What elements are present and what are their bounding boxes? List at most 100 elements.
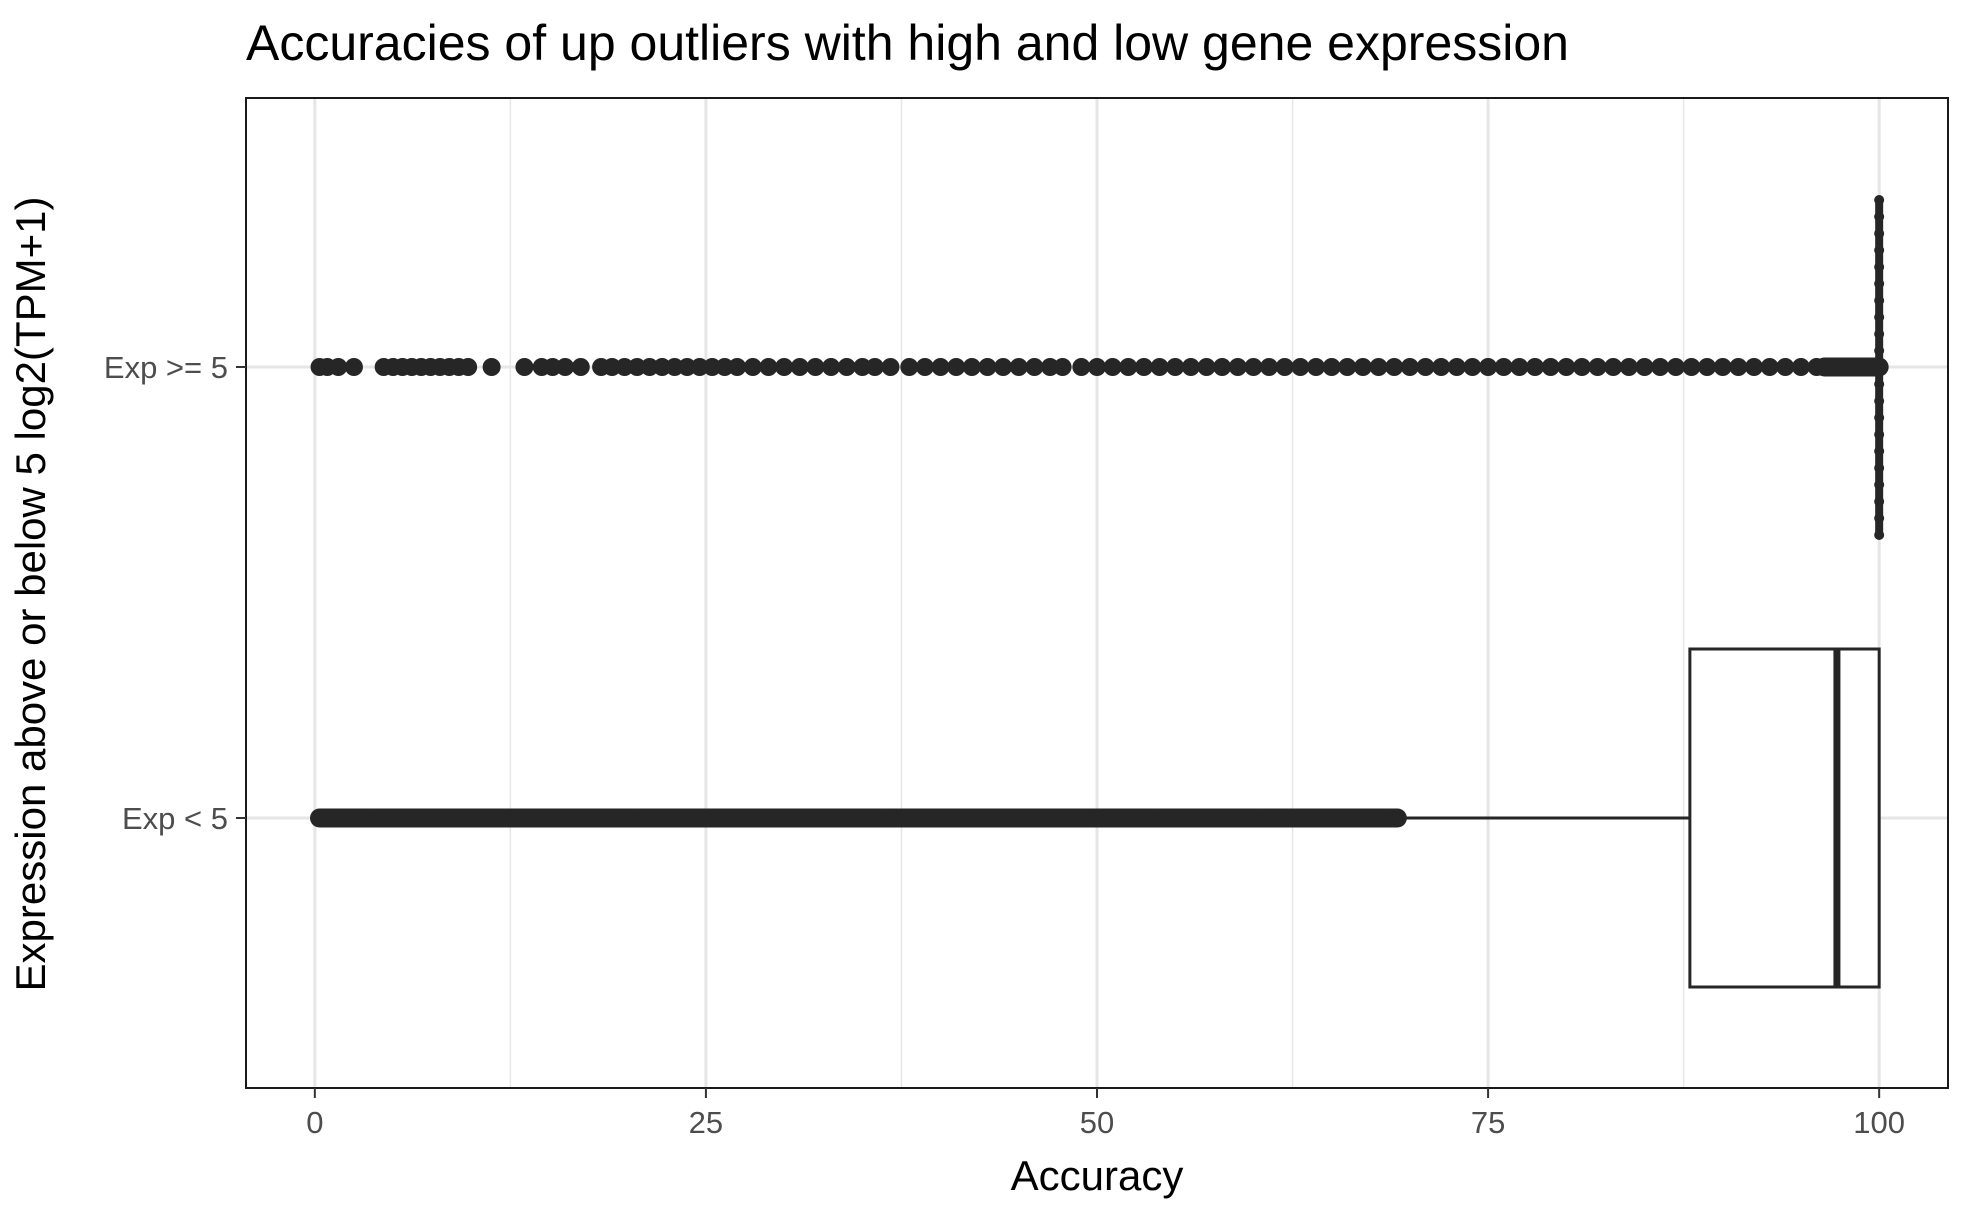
- exp-ge-5-outlier-point: [1874, 345, 1885, 356]
- exp-ge-5-outlier-point: [665, 358, 684, 376]
- exp-ge-5-outlier-point: [1322, 358, 1341, 376]
- exp-ge-5-outlier-point: [690, 358, 709, 376]
- exp-lt-5-outlier-point: [1322, 809, 1341, 827]
- exp-ge-5-outlier-point: [1088, 358, 1106, 376]
- exp-lt-5-outlier-point: [1353, 809, 1372, 827]
- exp-ge-5-outlier-point: [1874, 329, 1885, 339]
- exp-ge-5-outlier-point: [743, 358, 762, 376]
- exp-lt-5-outlier-point: [1072, 809, 1091, 827]
- exp-ge-5-outlier-point: [728, 358, 747, 376]
- exp-ge-5-outlier-point: [1698, 358, 1717, 376]
- exp-ge-5-outlier-point: [1874, 228, 1885, 239]
- exp-ge-5-outlier-point: [1479, 358, 1498, 376]
- exp-lt-5-outlier-point: [1388, 809, 1407, 827]
- exp-ge-5-outlier-point: [1651, 358, 1670, 376]
- exp-ge-5-outlier-point: [653, 358, 672, 376]
- exp-ge-5-outlier-point: [1494, 358, 1513, 376]
- exp-ge-5-outlier-point: [1353, 358, 1372, 376]
- boxplot-marks: [310, 195, 1889, 989]
- exp-ge-5-outlier-point: [1275, 358, 1294, 376]
- exp-ge-5-outlier-point: [1874, 211, 1885, 222]
- exp-ge-5-outlier-point: [1874, 295, 1885, 306]
- exp-ge-5-outlier-point: [603, 358, 622, 376]
- exp-ge-5-outlier-point: [1713, 358, 1732, 376]
- exp-ge-5-outlier-point: [806, 358, 825, 376]
- y-axis: Exp < 5 Exp >= 5: [104, 350, 246, 836]
- exp-ge-5-outlier-point: [1072, 358, 1091, 376]
- exp-ge-5-outlier-point: [1526, 358, 1545, 376]
- exp-lt-5-outlier-point: [571, 809, 590, 827]
- exp-ge-5-outlier-point: [1260, 358, 1279, 376]
- exp-ge-5-outlier-point: [1874, 312, 1885, 323]
- exp-lt-5-outlier-point: [665, 809, 684, 827]
- exp-lt-5-outlier-point: [915, 809, 934, 827]
- exp-ge-5-outlier-point: [1447, 358, 1466, 376]
- exp-ge-5-outlier-point: [1874, 195, 1885, 205]
- exp-lt-5-outlier-point: [759, 809, 778, 827]
- exp-ge-5-outlier-point: [759, 358, 778, 376]
- exp-ge-5-outlier-point: [1103, 358, 1122, 376]
- exp-ge-5-outlier-point: [1134, 358, 1153, 376]
- exp-ge-5-outlier-point: [1874, 429, 1885, 440]
- exp-ge-5-outlier-point: [1463, 358, 1482, 376]
- x-axis-title: Accuracy: [1011, 1152, 1184, 1199]
- exp-ge-5-outlier-point: [1760, 358, 1779, 376]
- exp-ge-5-outlier-point: [1197, 358, 1216, 376]
- exp-lt-5-outlier-point: [493, 809, 512, 827]
- exp-ge-5-outlier-point: [853, 358, 872, 376]
- x-axis: 0 25 50 75 100: [306, 1088, 1905, 1140]
- exp-ge-5-outlier-point: [1874, 362, 1885, 373]
- exp-lt-5-outlier-point: [947, 809, 966, 827]
- exp-ge-5-outlier-point: [1874, 446, 1885, 457]
- exp-lt-5-outlier-point: [474, 809, 493, 827]
- exp-lt-5-outlier-point: [978, 809, 997, 827]
- exp-ge-5-outlier-point: [962, 358, 981, 376]
- exp-ge-5-outlier-point: [1416, 358, 1435, 376]
- exp-ge-5-outlier-point: [482, 358, 501, 376]
- exp-lt-5-outlier-point: [415, 809, 434, 827]
- exp-ge-5-outlier-point: [1541, 358, 1560, 376]
- exp-ge-5-outlier-point: [344, 358, 363, 376]
- exp-ge-5-outlier-point: [1025, 358, 1044, 376]
- exp-ge-5-outlier-point: [1776, 358, 1795, 376]
- exp-ge-5-outlier-point: [1053, 358, 1072, 376]
- exp-lt-5-outlier-point: [1166, 809, 1185, 827]
- exp-ge-5-outlier-point: [865, 358, 884, 376]
- exp-ge-5-outlier-point: [1572, 358, 1591, 376]
- exp-ge-5-outlier-point: [1604, 358, 1623, 376]
- exp-lt-5-box: [1688, 647, 1881, 989]
- exp-ge-5-outlier-point: [1729, 358, 1748, 376]
- exp-ge-5-outlier-point: [1874, 479, 1885, 490]
- x-tick-label: 75: [1471, 1105, 1505, 1140]
- exp-ge-5-outlier-point: [775, 358, 794, 376]
- exp-ge-5-outlier-point: [1874, 396, 1885, 406]
- exp-ge-5-outlier-point: [1150, 358, 1169, 376]
- exp-lt-5-outlier-point: [340, 809, 359, 827]
- exp-lt-5-outlier-point: [728, 809, 747, 827]
- exp-ge-5-outlier-point: [640, 358, 659, 376]
- exp-lt-5-outlier-point: [517, 809, 536, 827]
- exp-ge-5-outlier-point: [1307, 358, 1326, 376]
- exp-ge-5-outlier-point: [1874, 412, 1885, 423]
- exp-ge-5-outlier-point: [1682, 358, 1701, 376]
- exp-lt-5-outlier-point: [399, 809, 418, 827]
- exp-lt-5-outlier-point: [634, 809, 653, 827]
- x-tick-label: 25: [689, 1105, 723, 1140]
- exp-ge-5-outlier-point: [1338, 358, 1357, 376]
- exp-ge-5-outlier-point: [515, 358, 534, 376]
- exp-ge-5-outlier-point: [881, 358, 900, 376]
- exp-ge-5-outlier-point: [790, 358, 809, 376]
- exp-lt-5-outlier-point: [696, 809, 715, 827]
- exp-ge-5-outlier-point: [628, 358, 647, 376]
- exp-ge-5-outlier-point: [1874, 513, 1885, 524]
- exp-ge-5-outlier-point: [837, 358, 856, 376]
- exp-lt-5-outlier-point: [384, 809, 403, 827]
- exp-ge-5-outlier-point: [556, 358, 575, 376]
- exp-lt-5-outlier-point: [430, 809, 449, 827]
- exp-lt-5-outlier-point: [822, 809, 841, 827]
- exp-ge-5-outlier-point: [1510, 358, 1529, 376]
- y-tick-label: Exp >= 5: [104, 350, 228, 385]
- exp-ge-5-outlier-point: [1557, 358, 1576, 376]
- exp-ge-5-outlier-point: [1369, 358, 1388, 376]
